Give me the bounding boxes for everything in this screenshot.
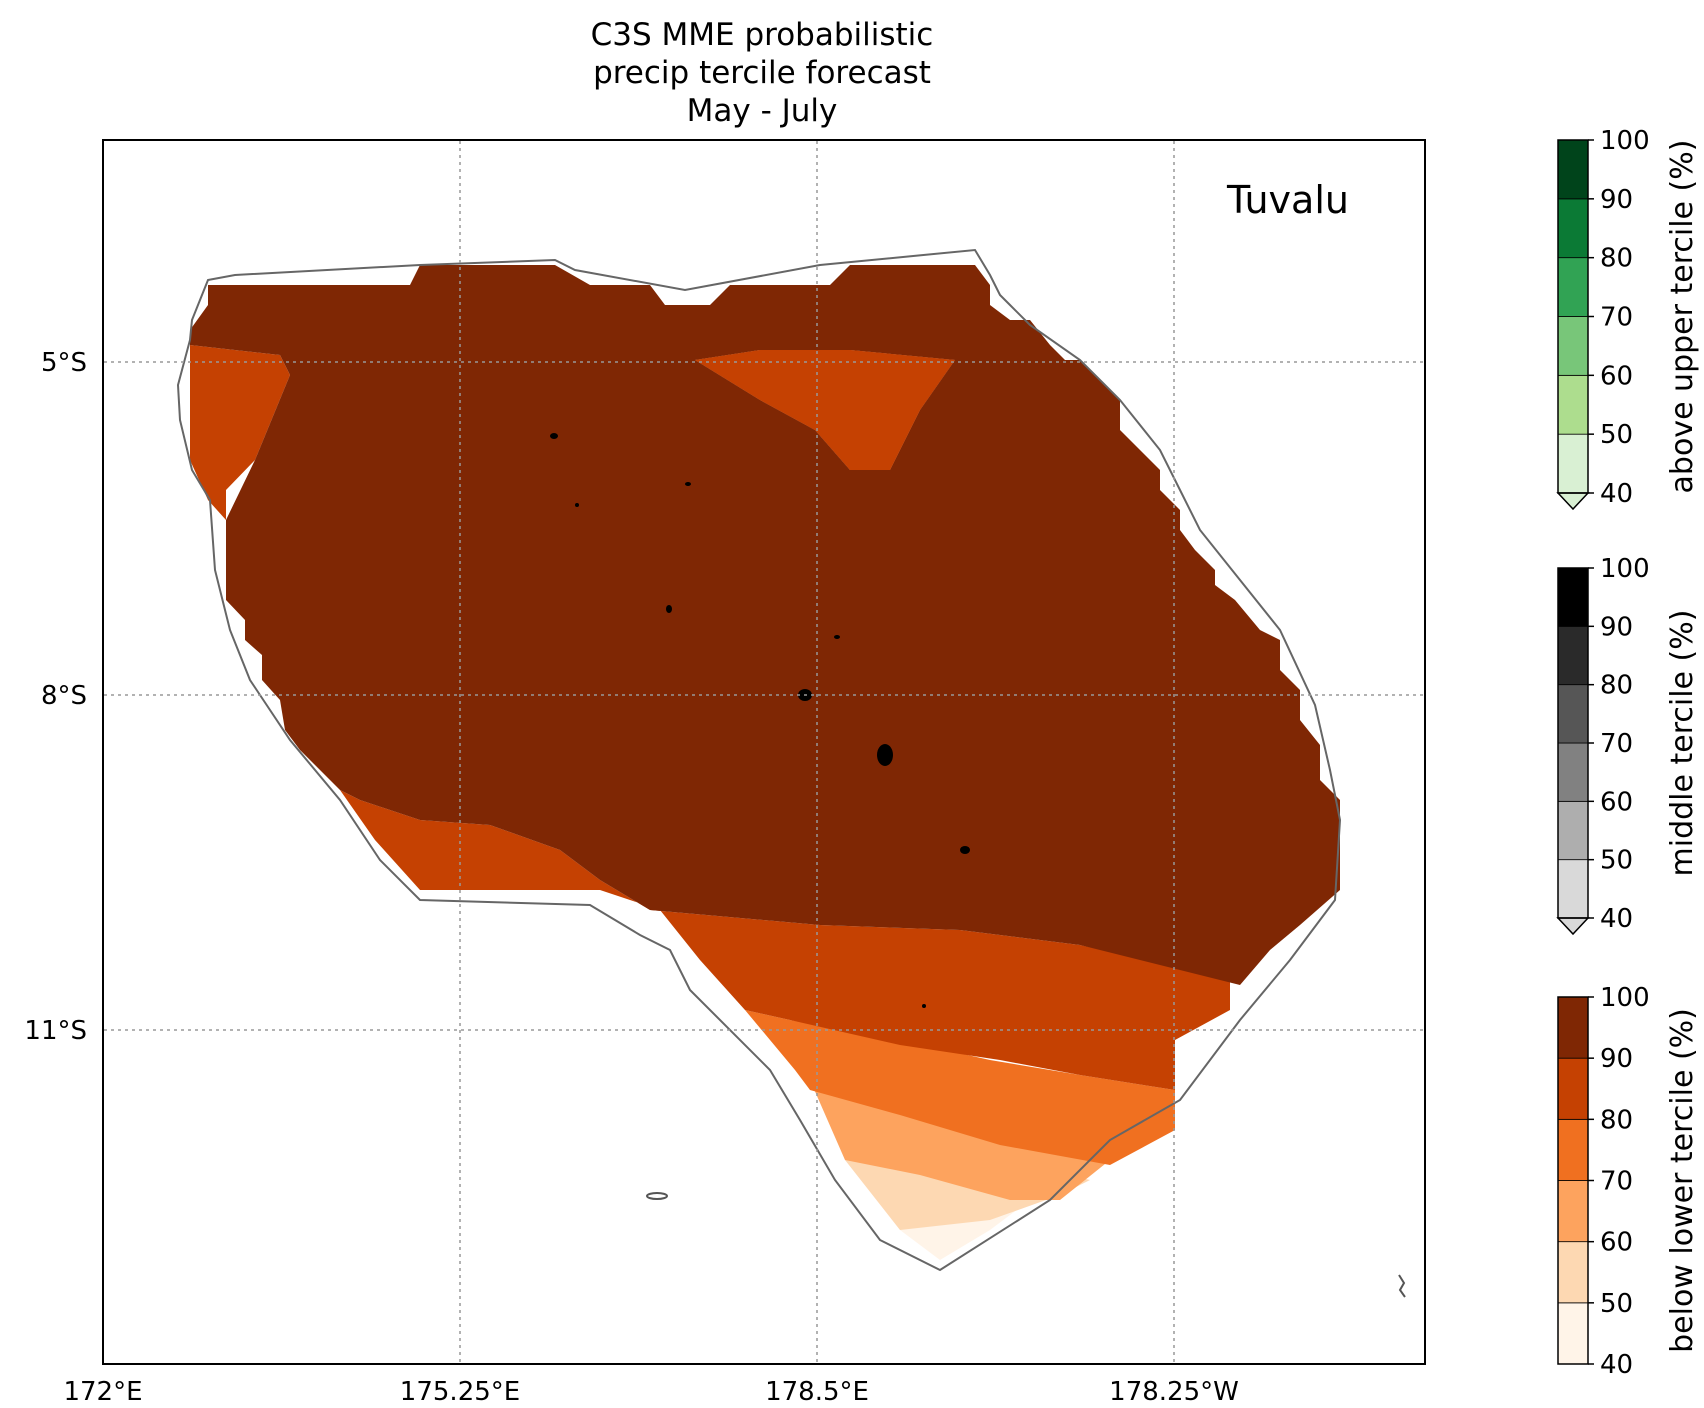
colorbar-tick-label: 70: [1600, 1167, 1633, 1197]
y-tick-label: 5°S: [41, 348, 87, 378]
colorbar-tick-label: 80: [1600, 244, 1633, 274]
colorbar-tick-label: 80: [1600, 1105, 1633, 1135]
colorbar-segment: [1557, 859, 1589, 919]
fill-below-80-90-wedge: [695, 350, 955, 470]
colorbar-tick-label: 60: [1600, 787, 1633, 817]
island-nanumea: [550, 433, 558, 439]
x-tick-label: 172°E: [63, 1377, 142, 1407]
colorbar-tick-label: 90: [1600, 612, 1633, 642]
title-line-1: C3S MME probabilistic: [591, 17, 934, 53]
colorbar-segment: [1557, 684, 1589, 744]
colorbar-tick-label: 50: [1600, 846, 1633, 876]
colorbar-tick-label: 40: [1600, 479, 1633, 509]
colorbar-segment: [1557, 625, 1589, 686]
title-line-3: May - July: [687, 93, 838, 129]
x-tick-label: 178.25°W: [1109, 1377, 1239, 1407]
colorbar-tick-label: 40: [1600, 904, 1633, 934]
fill-below-90-100: [190, 265, 1340, 985]
colorbar-tick-label: 90: [1600, 1044, 1633, 1074]
colorbar-segment: [1557, 1118, 1589, 1181]
island-vaitupu: [834, 635, 840, 639]
x-tick-labels: 172°E 175.25°E 178.5°E 178.25°W: [63, 1377, 1238, 1407]
colorbar-extend-triangle: [1556, 917, 1590, 936]
colorbar-segment: [1557, 374, 1589, 435]
colorbar-segment: [1557, 567, 1589, 627]
map-panel: [176, 248, 1406, 1298]
colorbar-segment: [1557, 800, 1589, 861]
colorbar-segment: [1557, 742, 1589, 802]
colorbar-tick-label: 60: [1600, 361, 1633, 391]
colorbar-2: 40 50 60 70 80 90 100 middle tercile (%): [1556, 554, 1700, 936]
colorbar-3: 40 50 60 70 80 90 100 below lower tercile (%): [1557, 983, 1700, 1380]
x-tick-label: 178.5°E: [765, 1377, 869, 1407]
colorbar-segment: [1557, 316, 1589, 376]
colorbar-tick-label: 80: [1600, 671, 1633, 701]
figure-title: C3S MME probabilistic precip tercile for…: [591, 17, 934, 129]
colorbar-segment: [1557, 257, 1589, 317]
colorbar-tick-label: 100: [1600, 983, 1650, 1013]
eez-boundary: [176, 248, 1342, 1272]
title-line-2: precip tercile forecast: [593, 55, 931, 91]
colorbar-tick-label: 70: [1600, 729, 1633, 759]
fill-below-70-80: [745, 1010, 1175, 1165]
colorbar-tick-label: 90: [1600, 185, 1633, 215]
colorbar-tick-label: 50: [1600, 420, 1633, 450]
colorbar-tick-label: 70: [1600, 303, 1633, 333]
colorbar-segment: [1557, 1241, 1589, 1304]
island-nui: [666, 605, 672, 613]
colorbar-1: 40 50 60 70 80 90 100 above upper tercile (%): [1556, 126, 1700, 511]
outside-islands: [646, 1192, 1406, 1298]
colorbar-label: above upper tercile (%): [1665, 140, 1700, 494]
island-rotuma: [646, 1192, 668, 1200]
colorbar-tick-label: 40: [1600, 1350, 1633, 1380]
colorbar-segment: [1557, 1302, 1589, 1365]
colorbar-label: middle tercile (%): [1665, 610, 1700, 877]
x-tick-label: 175.25°E: [400, 1377, 520, 1407]
map-frame: [102, 139, 1426, 1365]
colorbar-segment: [1557, 198, 1589, 259]
fill-below-80-90: [190, 345, 1230, 1090]
y-tick-label: 11°S: [24, 1016, 87, 1046]
island-niulakita: [922, 1004, 926, 1008]
island-nanumanga: [575, 503, 579, 507]
colorbar-segment: [1557, 1180, 1589, 1243]
colorbar-segment: [1557, 433, 1589, 494]
colorbar-segment: [1557, 1057, 1589, 1120]
y-tick-label: 8°S: [41, 681, 87, 711]
colorbar-segment: [1557, 996, 1589, 1059]
island-niutao: [685, 482, 691, 486]
y-tick-labels: 5°S 8°S 11°S: [24, 348, 87, 1046]
colorbar-tick-label: 100: [1600, 126, 1650, 156]
island-nukulaelae: [960, 846, 970, 854]
island-funafuti: [877, 744, 893, 766]
colorbar-extend-triangle: [1556, 492, 1590, 511]
gridlines: [104, 141, 1424, 1363]
colorbar-tick-label: 50: [1600, 1289, 1633, 1319]
region-label: Tuvalu: [1226, 178, 1349, 222]
colorbar-label: below lower tercile (%): [1665, 1008, 1700, 1353]
colorbar-segment: [1557, 139, 1589, 200]
island-wallis: [1398, 1274, 1406, 1298]
colorbar-tick-label: 100: [1600, 554, 1650, 584]
colorbar-tick-label: 60: [1600, 1228, 1633, 1258]
